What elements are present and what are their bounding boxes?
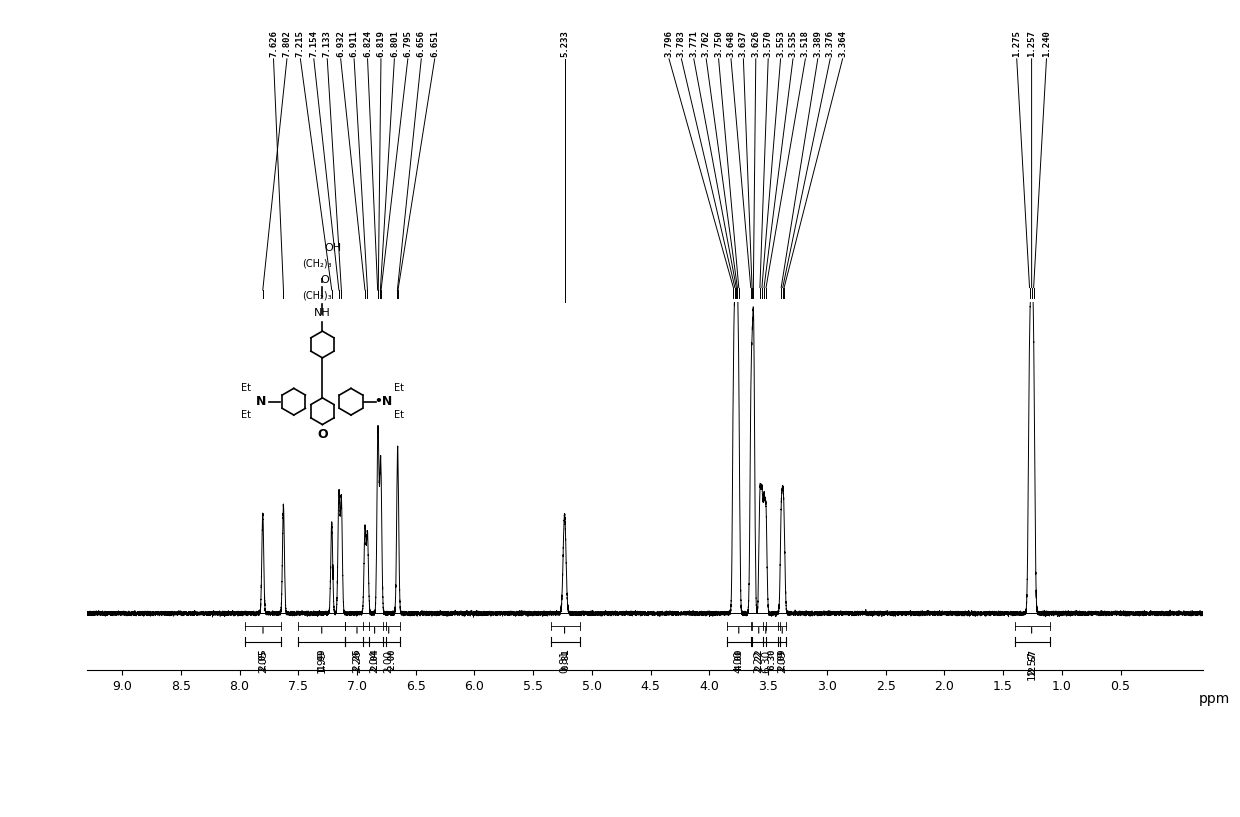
Text: (CH₂)₃: (CH₂)₃ [301,291,331,301]
Text: 3.570: 3.570 [764,30,773,57]
Text: OH: OH [325,243,341,253]
Text: 7.154: 7.154 [309,30,319,57]
Text: 3.518: 3.518 [801,30,810,57]
Text: O: O [317,427,327,440]
Text: 3.648: 3.648 [727,30,735,57]
Text: 12.57: 12.57 [1028,649,1037,676]
Text: 1.257: 1.257 [1027,30,1037,57]
Text: 3.750: 3.750 [714,30,723,57]
Text: 2.09: 2.09 [777,650,787,673]
Text: 3.535: 3.535 [789,30,797,57]
Text: 1.99: 1.99 [317,649,326,670]
X-axis label: ppm: ppm [1198,692,1230,706]
Text: 3.364: 3.364 [838,30,847,57]
Text: 0.81: 0.81 [560,649,570,670]
Text: 2.22: 2.22 [754,650,764,673]
Text: •N: •N [374,395,393,408]
Text: 2.26: 2.26 [352,649,362,670]
Text: 7.133: 7.133 [322,30,332,57]
Text: 2.04: 2.04 [370,649,379,670]
Text: 2.00: 2.00 [383,650,394,673]
Text: 2.05: 2.05 [258,649,268,670]
Text: 1.275: 1.275 [1012,30,1022,57]
Text: N: N [257,395,267,408]
Text: 3.796: 3.796 [665,30,673,57]
Text: 7.215: 7.215 [296,30,305,57]
Text: 2.05: 2.05 [258,650,268,673]
Text: 1.240: 1.240 [1042,30,1052,57]
Text: 6.801: 6.801 [389,30,399,57]
Text: 6.656: 6.656 [417,30,425,57]
Text: 3.389: 3.389 [813,30,822,57]
Text: 6.824: 6.824 [363,30,372,57]
Text: 4.00: 4.00 [734,650,744,673]
Text: 6.819: 6.819 [377,30,386,57]
Text: (CH₂)₃: (CH₂)₃ [301,258,331,268]
Text: 2.26: 2.26 [352,650,362,673]
Text: 2.09: 2.09 [777,649,786,670]
Text: 4.00: 4.00 [734,649,743,670]
Text: Et: Et [241,410,252,420]
Text: 3.783: 3.783 [677,30,686,57]
Text: 3.376: 3.376 [826,30,835,57]
Text: NH: NH [314,308,331,318]
Text: Et: Et [241,383,252,393]
Text: 3.626: 3.626 [751,30,760,57]
Text: 2.04: 2.04 [370,650,379,673]
Text: 5.233: 5.233 [560,30,569,57]
Text: 0.81: 0.81 [559,650,569,673]
Text: O: O [320,275,329,285]
Text: 6.795: 6.795 [403,30,413,57]
Text: 3.637: 3.637 [739,30,748,57]
Text: 6.911: 6.911 [350,30,358,57]
Text: 3.762: 3.762 [702,30,711,57]
Text: 7.802: 7.802 [283,30,291,57]
Text: 2.00: 2.00 [387,649,396,670]
Text: 6.651: 6.651 [430,30,439,57]
Text: 2.22: 2.22 [754,649,764,670]
Text: 3.553: 3.553 [776,30,785,57]
Text: 7.626: 7.626 [269,30,278,57]
Text: 12.57: 12.57 [1027,650,1037,680]
Text: Et: Et [393,383,404,393]
Text: 6.30: 6.30 [768,649,776,670]
Text: 6.932: 6.932 [336,30,345,57]
Text: 6.30: 6.30 [761,650,771,673]
Text: 3.771: 3.771 [689,30,698,57]
Text: Et: Et [393,410,404,420]
Text: 1.99: 1.99 [316,650,327,673]
